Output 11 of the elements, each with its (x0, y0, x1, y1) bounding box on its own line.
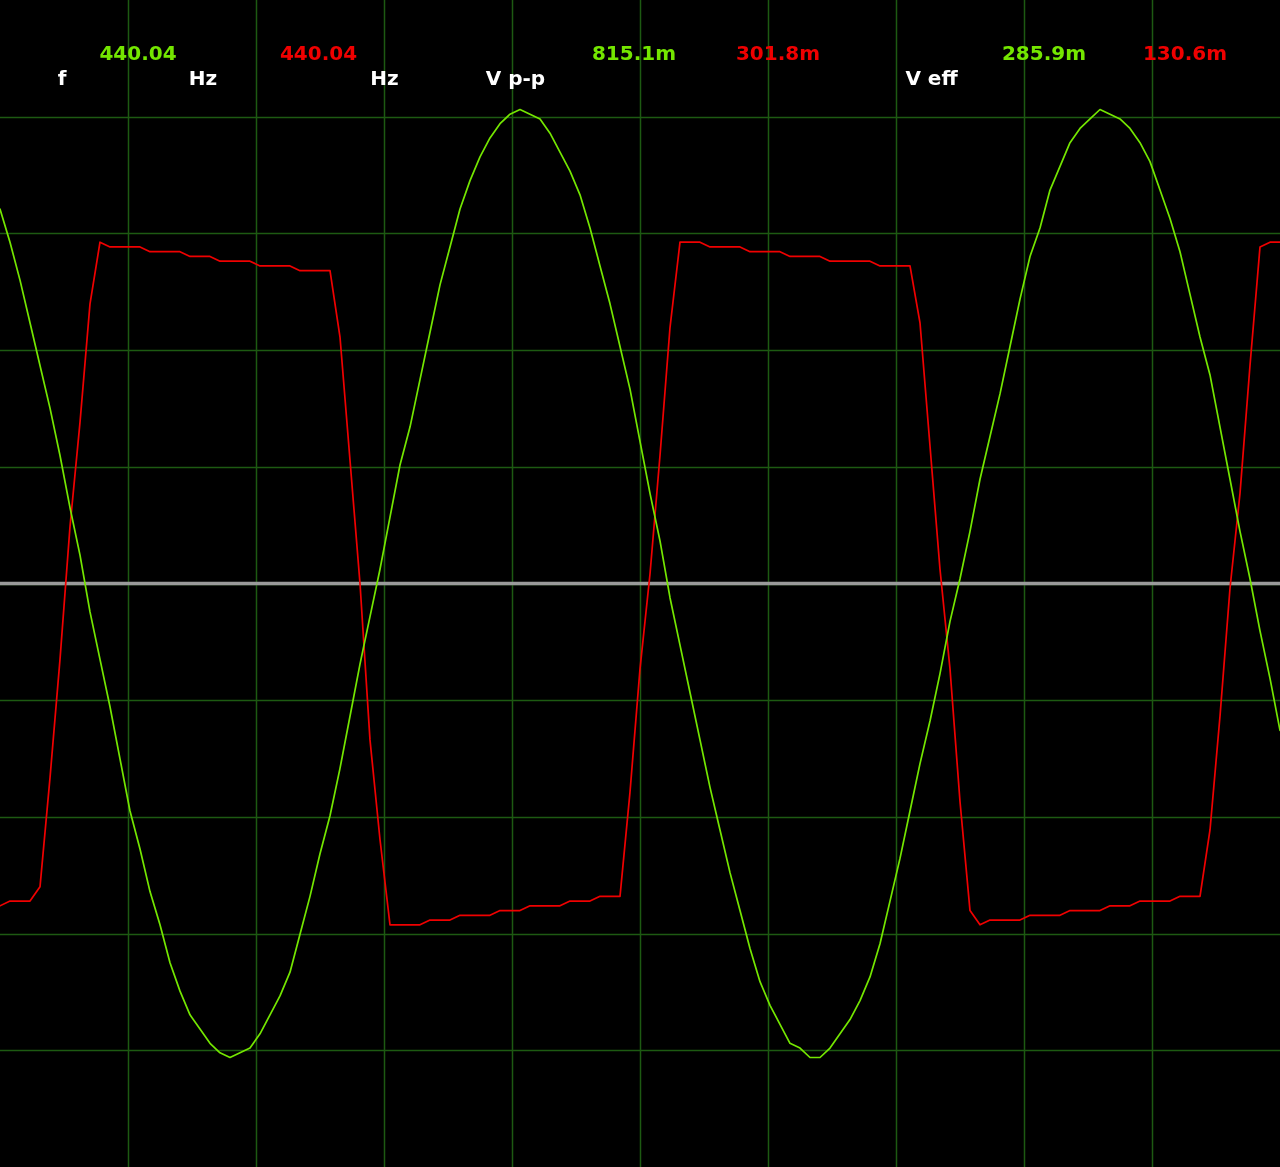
text: V p-p (485, 66, 546, 91)
text: f (57, 66, 67, 91)
text: 815.1m (591, 41, 677, 66)
text: V eff (905, 66, 959, 91)
text: Hz (188, 66, 218, 91)
text: 130.6m (1142, 41, 1228, 66)
text: 285.9m (1001, 41, 1087, 66)
text: Hz (370, 66, 399, 91)
text: 301.8m (735, 41, 821, 66)
text: 440.04 (99, 41, 177, 66)
text: 440.04 (279, 41, 358, 66)
